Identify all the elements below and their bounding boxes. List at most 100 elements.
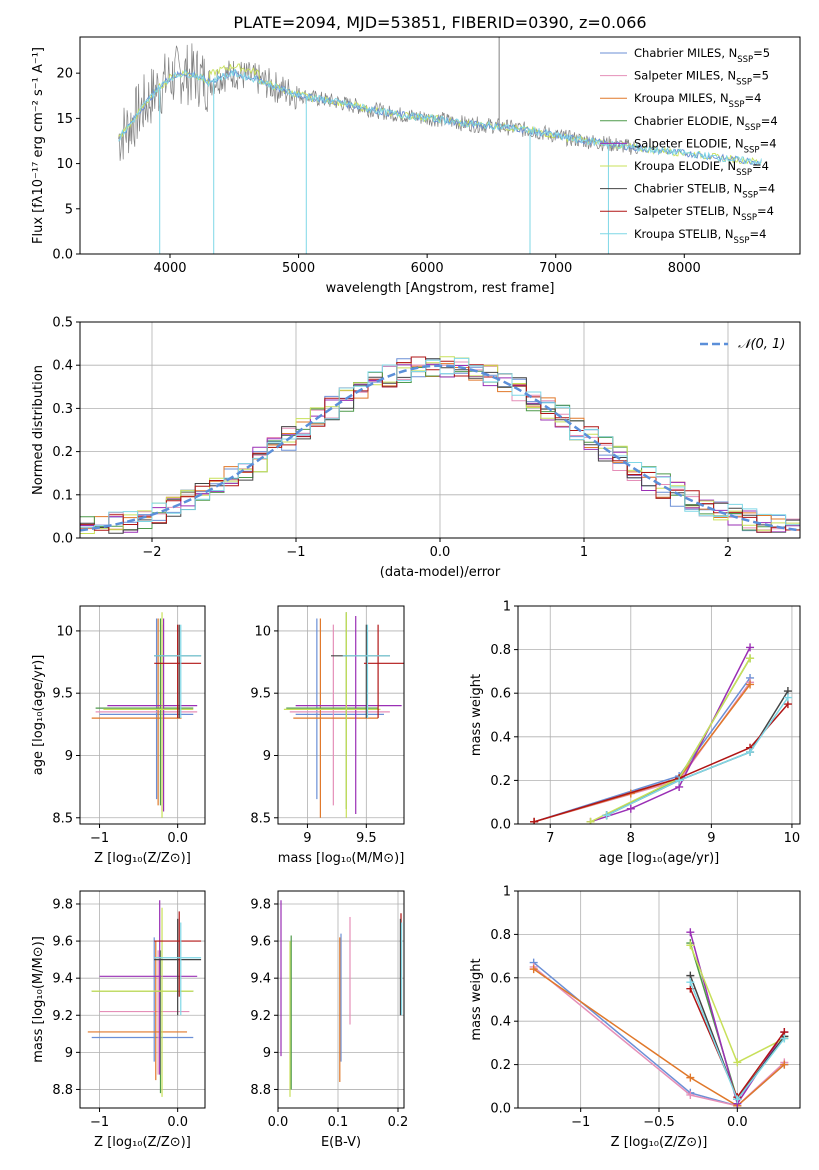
x-tick-label: 6000 — [411, 261, 444, 276]
errorbar-point — [283, 612, 381, 818]
model-spectrum — [118, 68, 762, 167]
errorbar-point — [293, 618, 379, 818]
x-tick-label: 5000 — [282, 261, 315, 276]
errorbar-point — [99, 900, 198, 1075]
axes-frame — [79, 36, 801, 255]
errorbar-point — [154, 911, 202, 997]
legend-label: Kroupa STELIB, NSSP=4 — [634, 227, 766, 246]
series-marker — [686, 941, 695, 950]
y-tick-label: 0.6 — [490, 687, 511, 702]
y-tick-label: 9.6 — [52, 935, 73, 950]
errorbar-point — [154, 922, 202, 1016]
y-axis-label: mass [log₁₀(M/M⊙)] — [31, 936, 46, 1063]
legend-label: Kroupa MILES, NSSP=4 — [634, 91, 761, 110]
y-tick-label: 1 — [503, 885, 511, 900]
errorbar-point — [95, 618, 194, 806]
legend-label: Chabrier STELIB, NSSP=4 — [634, 182, 775, 201]
errorbar-point — [103, 612, 194, 818]
y-tick-label: 8.5 — [250, 811, 271, 826]
plot-area — [283, 612, 404, 818]
axes-age-vs-Z: −1 0.0 8.5 9 9.5 10 Z [log₁₀(Z/Z⊙)] age [log₁₀(… — [31, 605, 206, 866]
y-axis-label: Normed distribution — [31, 365, 46, 495]
errorbar-point — [154, 918, 202, 1016]
y-tick-label: 10 — [254, 624, 271, 639]
y-tick-label: 9 — [65, 1046, 73, 1061]
series-marker — [780, 1034, 789, 1043]
y-tick-label: 10 — [56, 157, 73, 172]
plot-area — [91, 612, 202, 818]
y-tick-label: 20 — [56, 67, 73, 82]
y-tick-label: 0.1 — [52, 488, 73, 503]
legend-entry: Chabrier MILES, NSSP=5 — [600, 46, 770, 65]
x-tick-label: 0.2 — [388, 1115, 409, 1130]
series-line — [533, 681, 751, 823]
legend-label: Chabrier ELODIE, NSSP=4 — [634, 114, 778, 133]
x-tick-label: 7 — [546, 831, 554, 846]
x-tick-label: −1 — [286, 545, 305, 560]
x-tick-label: −2 — [142, 545, 161, 560]
legend-label: 𝒩(0, 1) — [738, 337, 785, 352]
y-tick-label: 8.5 — [52, 811, 73, 826]
y-tick-label: 0.0 — [490, 818, 511, 833]
legend-entry: Chabrier ELODIE, NSSP=4 — [600, 114, 778, 133]
normal-curve — [80, 364, 800, 532]
series-marker — [686, 1073, 695, 1082]
series-line — [533, 966, 785, 1107]
plot-area — [530, 643, 792, 824]
x-tick-label: 0.0 — [167, 1115, 188, 1130]
errorbar-point — [286, 612, 379, 810]
series-marker — [602, 811, 611, 820]
x-axis-label: (data-model)/error — [380, 565, 501, 580]
axes-massweight-vs-Z: −1 −0.5 0.0 0.0 0.2 0.4 0.6 0.8 1 Z [log₁₀(Z/Z⊙)]… — [469, 885, 801, 1150]
axes-residuals: −2 −1 0.0 1 2 0.0 0.1 0.2 0.3 0.4 0.5 (data-model)/… — [31, 316, 801, 580]
y-tick-label: 5 — [65, 202, 73, 217]
y-tick-label: 0.3 — [52, 402, 73, 417]
x-tick-label: 9 — [303, 831, 311, 846]
series-marker — [733, 1095, 742, 1104]
y-tick-label: 0.0 — [52, 248, 73, 263]
series-marker — [675, 776, 684, 785]
errorbar-point — [295, 618, 384, 800]
y-axis-label: mass weight — [469, 674, 484, 756]
y-tick-label: 15 — [56, 112, 73, 127]
y-tick-label: 9 — [263, 749, 271, 764]
series-marker — [733, 1058, 742, 1067]
x-axis-label: Z [log₁₀(Z/Z⊙)] — [94, 851, 191, 866]
series-marker — [586, 817, 595, 824]
legend-entry: Salpeter MILES, NSSP=5 — [600, 69, 769, 88]
series-marker — [746, 654, 755, 663]
series-line — [533, 703, 789, 823]
errorbar-point — [91, 907, 194, 1097]
series-line — [606, 697, 789, 816]
x-tick-label: −1 — [90, 1115, 109, 1130]
x-tick-label: 10 — [784, 831, 801, 846]
x-axis-label: wavelength [Angstrom, rest frame] — [326, 281, 555, 296]
y-tick-label: 9.5 — [52, 687, 73, 702]
series-marker — [783, 693, 792, 702]
axes-frame — [277, 890, 405, 1109]
series-marker — [686, 1090, 695, 1099]
y-tick-label: 0.8 — [490, 928, 511, 943]
series-marker — [746, 748, 755, 757]
errorbar-point — [91, 618, 182, 806]
x-tick-label: 0.0 — [430, 545, 451, 560]
plot-area — [529, 928, 789, 1108]
legend-entry: Kroupa STELIB, NSSP=4 — [600, 227, 766, 246]
errorbar-point — [87, 941, 188, 1081]
x-tick-label: −1 — [571, 1115, 590, 1130]
y-tick-label: 1 — [503, 600, 511, 615]
legend-entry: Salpeter STELIB, NSSP=4 — [600, 204, 774, 223]
x-tick-label: −0.5 — [643, 1115, 675, 1130]
x-axis-label: Z [log₁₀(Z/Z⊙)] — [94, 1135, 191, 1150]
y-tick-label: 9.2 — [52, 1009, 73, 1024]
errorbar-point — [154, 624, 202, 719]
x-axis-label: Z [log₁₀(Z/Z⊙)] — [611, 1135, 708, 1150]
x-axis-label: E(B-V) — [321, 1135, 361, 1150]
x-tick-label: 0.0 — [727, 1115, 748, 1130]
y-tick-label: 0.5 — [52, 316, 73, 331]
y-tick-label: 0.4 — [490, 730, 511, 745]
errorbar-point — [289, 624, 390, 806]
y-tick-label: 0.8 — [490, 643, 511, 658]
y-tick-label: 9.2 — [250, 1009, 271, 1024]
